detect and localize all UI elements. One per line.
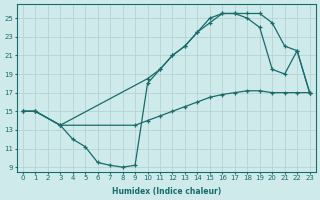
X-axis label: Humidex (Indice chaleur): Humidex (Indice chaleur) [112,187,221,196]
